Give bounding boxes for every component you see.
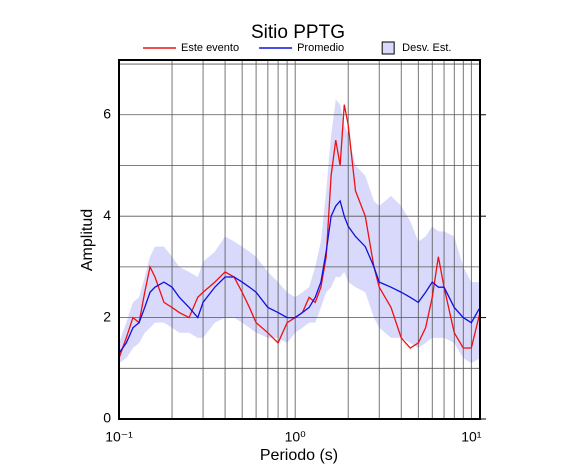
legend-swatch [381, 41, 395, 55]
x-tick-label: 10⁰ [285, 429, 307, 445]
legend-label: Desv. Est. [402, 42, 451, 54]
x-tick-label: 10¹ [461, 429, 482, 445]
chart-title: Sitio PPTG [251, 22, 345, 43]
legend-label: Promedio [297, 42, 344, 54]
series-line [118, 104, 481, 359]
y-tick-label: 0 [103, 410, 111, 426]
y-tick-label: 2 [103, 308, 111, 324]
x-tick-label: 10⁻¹ [105, 429, 133, 445]
plot-frame [118, 59, 481, 420]
y-axis-label: Amplitud [79, 209, 96, 271]
series-line [118, 199, 481, 354]
y-tick-label: 4 [103, 207, 111, 223]
std-band [119, 99, 480, 364]
x-axis-label: Periodo (s) [260, 447, 338, 464]
legend-label: Este evento [181, 42, 239, 54]
y-tick-label: 6 [103, 105, 111, 121]
